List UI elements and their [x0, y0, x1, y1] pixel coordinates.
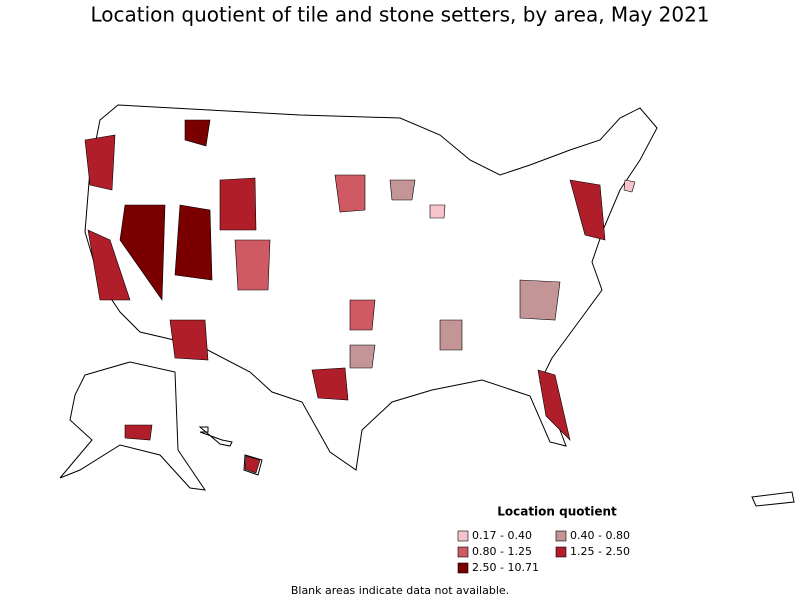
region [569, 179, 606, 241]
legend-label: 2.50 - 10.71 [472, 561, 539, 574]
region [124, 424, 153, 441]
map-shapes [59, 104, 795, 507]
legend: 0.17 - 0.40 0.40 - 0.80 0.80 - 1.25 1.25 - … [457, 529, 630, 574]
legend-label: 0.17 - 0.40 [472, 529, 532, 542]
hawaii-islands [198, 426, 233, 447]
region [244, 455, 261, 474]
footnote: Blank areas indicate data not available. [291, 584, 509, 597]
region [184, 119, 211, 147]
region [87, 229, 131, 301]
region [234, 239, 271, 291]
region [311, 367, 349, 401]
map-title: Location quotient of tile and stone sett… [90, 3, 709, 27]
region [519, 279, 561, 321]
region [389, 179, 416, 201]
legend-label: 0.80 - 1.25 [472, 545, 532, 558]
region [119, 204, 166, 301]
region [169, 319, 209, 361]
legend-swatch [457, 530, 469, 542]
puerto-rico [751, 491, 795, 507]
region [84, 134, 116, 191]
region [334, 174, 366, 213]
region [349, 344, 376, 369]
legend-swatch [457, 546, 469, 558]
legend-swatch [457, 562, 469, 574]
region [349, 299, 376, 331]
legend-label: 1.25 - 2.50 [570, 545, 630, 558]
region [439, 319, 463, 351]
region [429, 204, 446, 219]
legend-swatch [555, 546, 567, 558]
legend-title: Location quotient [497, 505, 617, 519]
region [219, 177, 257, 231]
region [174, 204, 213, 281]
region [623, 179, 636, 193]
legend-swatch [555, 530, 567, 542]
legend-label: 0.40 - 0.80 [570, 529, 630, 542]
region [537, 369, 571, 441]
